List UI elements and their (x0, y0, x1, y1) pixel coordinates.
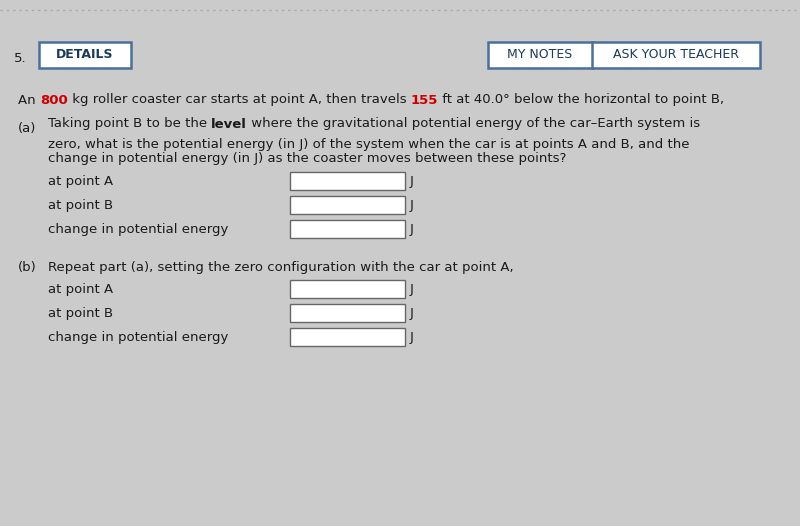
Text: (b): (b) (18, 261, 37, 275)
Text: MY NOTES: MY NOTES (507, 48, 573, 62)
Text: 800: 800 (40, 94, 68, 106)
Text: level: level (211, 117, 247, 130)
Text: Taking point B to be the: Taking point B to be the (48, 117, 211, 130)
FancyBboxPatch shape (290, 220, 405, 238)
Text: J: J (410, 175, 414, 187)
Text: (a): (a) (18, 122, 36, 135)
Text: J: J (410, 307, 414, 319)
Text: at point A: at point A (48, 282, 113, 296)
FancyBboxPatch shape (592, 42, 760, 68)
Text: at point B: at point B (48, 198, 113, 211)
Text: at point B: at point B (48, 307, 113, 319)
FancyBboxPatch shape (290, 304, 405, 322)
Text: where the gravitational potential energy of the car–Earth system is: where the gravitational potential energy… (247, 117, 700, 130)
Text: DETAILS: DETAILS (56, 48, 114, 62)
FancyBboxPatch shape (290, 280, 405, 298)
Text: An: An (18, 94, 40, 106)
Text: zero, what is the potential energy (in J) of the system when the car is at point: zero, what is the potential energy (in J… (48, 138, 690, 151)
FancyBboxPatch shape (290, 196, 405, 214)
FancyBboxPatch shape (487, 42, 593, 68)
Text: change in potential energy: change in potential energy (48, 330, 228, 343)
Text: 155: 155 (410, 94, 438, 106)
FancyBboxPatch shape (290, 328, 405, 346)
Text: 5.: 5. (14, 52, 26, 65)
Text: change in potential energy: change in potential energy (48, 222, 228, 236)
Text: ASK YOUR TEACHER: ASK YOUR TEACHER (613, 48, 739, 62)
FancyBboxPatch shape (290, 172, 405, 190)
Text: J: J (410, 222, 414, 236)
FancyBboxPatch shape (39, 42, 131, 68)
Text: J: J (410, 330, 414, 343)
Text: Repeat part (a), setting the zero configuration with the car at point A,: Repeat part (a), setting the zero config… (48, 261, 514, 275)
Text: J: J (410, 198, 414, 211)
Text: change in potential energy (in J) as the coaster moves between these points?: change in potential energy (in J) as the… (48, 152, 566, 165)
Text: ft at 40.0° below the horizontal to point B,: ft at 40.0° below the horizontal to poin… (438, 94, 724, 106)
Text: kg roller coaster car starts at point A, then travels: kg roller coaster car starts at point A,… (68, 94, 410, 106)
Text: J: J (410, 282, 414, 296)
Text: at point A: at point A (48, 175, 113, 187)
